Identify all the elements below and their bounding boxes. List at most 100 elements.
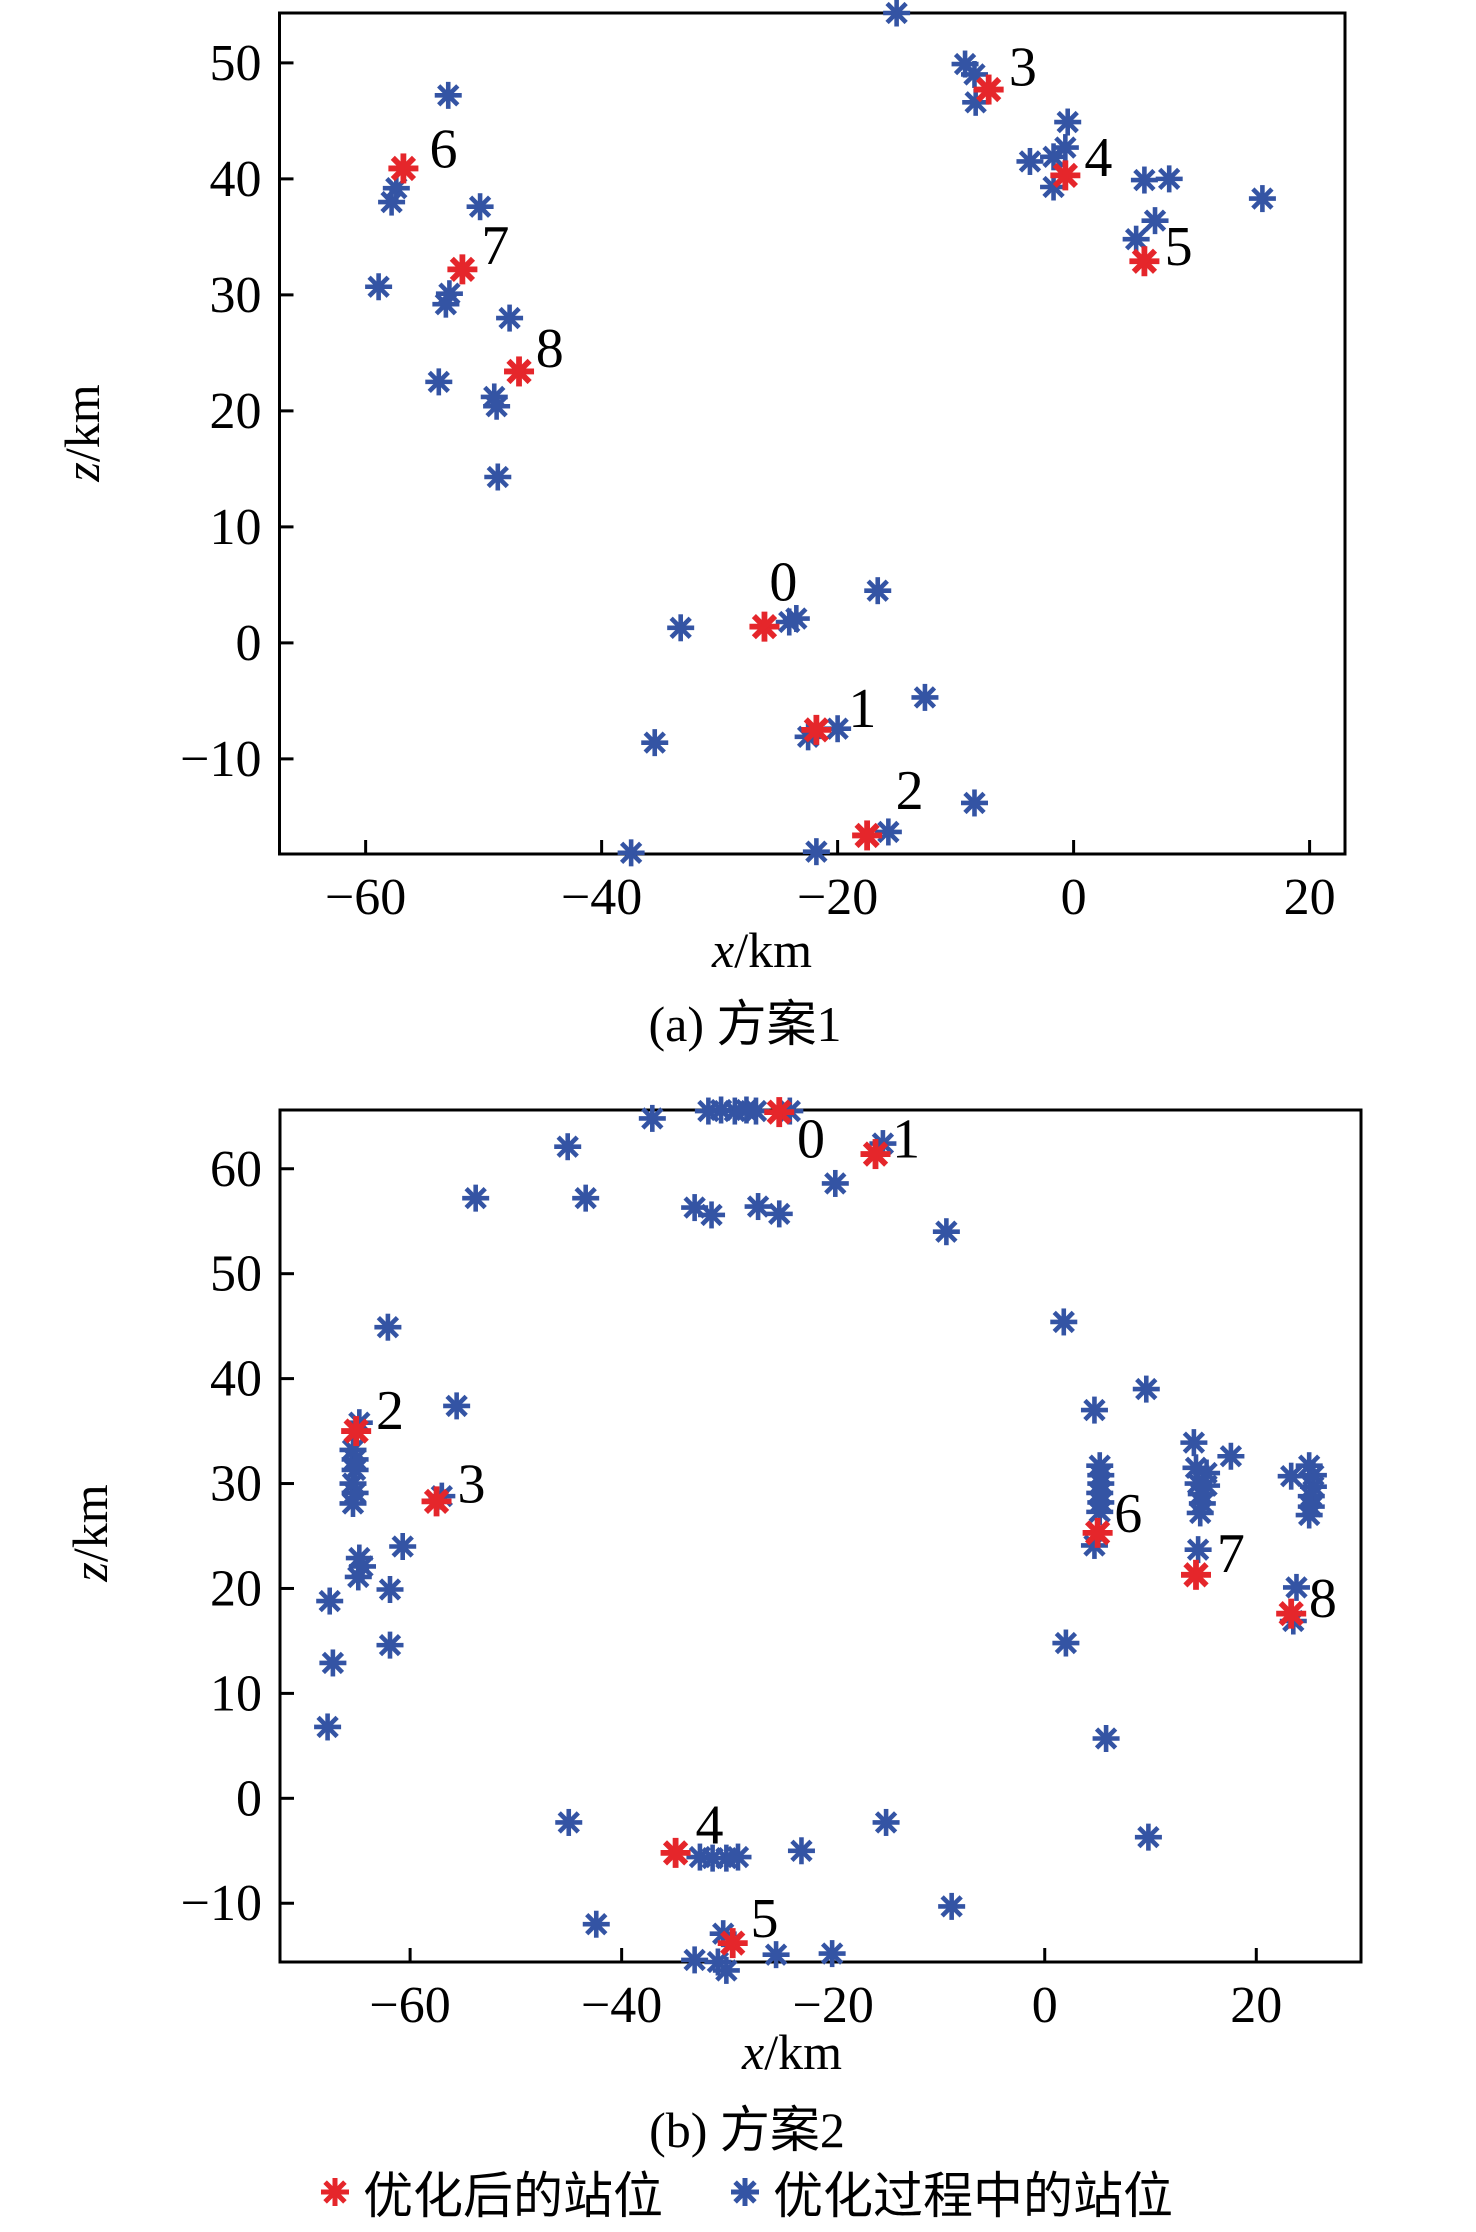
red-asterisk-icon <box>321 2178 349 2206</box>
candidate-station-marker <box>1186 1499 1214 1527</box>
x-axis-label-a: x/km <box>712 921 812 979</box>
y-axis-unit: /km <box>54 384 110 463</box>
plot-border <box>278 1108 1363 1964</box>
station-number-label: 6 <box>1114 1483 1142 1545</box>
station-number-label: 0 <box>797 1108 825 1170</box>
y-tick-label: 50 <box>210 35 262 92</box>
y-tick-label: 40 <box>210 151 262 208</box>
station-number-label: 6 <box>430 119 458 181</box>
candidate-station-marker <box>1134 1823 1162 1851</box>
candidate-station-marker <box>344 1563 372 1591</box>
legend-item-optimized: 优化后的站位 <box>317 2156 663 2228</box>
candidate-station-marker <box>802 838 830 866</box>
station-number-label: 2 <box>896 760 924 822</box>
y-tick-label: 30 <box>210 267 262 324</box>
candidate-station-marker <box>314 1713 342 1741</box>
optimized-station-marker <box>1050 160 1081 191</box>
candidate-station-marker <box>496 304 524 332</box>
y-axis-unit: /km <box>62 1484 118 1563</box>
candidate-station-marker <box>960 789 988 817</box>
legend-label-optimized: 优化后的站位 <box>363 2168 663 2224</box>
y-tick-label: 50 <box>210 1246 262 1303</box>
y-axis-label-b: z/km <box>61 1484 119 1581</box>
candidate-station-marker <box>572 1184 600 1212</box>
candidate-station-marker <box>555 1808 583 1836</box>
candidate-station-marker <box>911 683 939 711</box>
y-tick-label: −10 <box>180 731 261 788</box>
candidate-station-marker <box>432 290 460 318</box>
candidate-station-marker <box>698 1201 726 1229</box>
candidate-station-marker <box>787 1837 815 1865</box>
x-tick-label: −40 <box>561 869 642 926</box>
optimized-station-marker <box>1276 1598 1307 1629</box>
candidate-station-marker <box>319 1649 347 1677</box>
candidate-station-marker <box>374 1313 402 1341</box>
station-number-label: 7 <box>481 215 509 277</box>
candidate-station-marker <box>1092 1725 1120 1753</box>
candidate-station-marker <box>641 729 669 757</box>
candidate-station-marker <box>1122 225 1150 253</box>
x-tick-label: −20 <box>797 869 878 926</box>
legend-item-process: 优化过程中的站位 <box>727 2156 1173 2228</box>
candidate-station-marker <box>434 81 462 109</box>
candidate-station-marker <box>1248 185 1276 213</box>
optimized-station-marker <box>1082 1517 1113 1548</box>
x-axis-variable: x <box>712 922 735 978</box>
y-tick-label: 0 <box>236 615 262 672</box>
candidate-station-marker <box>1016 147 1044 175</box>
caption-b: (b) 方案2 <box>649 2102 845 2158</box>
candidate-station-marker <box>1054 108 1082 136</box>
candidate-station-marker <box>554 1133 582 1161</box>
candidate-station-marker <box>484 463 512 491</box>
candidate-station-marker <box>1050 1308 1078 1336</box>
x-tick-label: 20 <box>1284 869 1336 926</box>
candidate-station-marker <box>1282 1573 1310 1601</box>
optimized-station-marker <box>801 714 832 745</box>
candidate-station-marker <box>316 1587 344 1615</box>
optimized-station-marker <box>749 611 780 642</box>
candidate-station-marker <box>938 1892 966 1920</box>
optimized-station-marker <box>341 1416 372 1447</box>
legend-label-process: 优化过程中的站位 <box>773 2168 1173 2224</box>
optimized-station-marker <box>388 153 419 184</box>
caption-a: (a) 方案1 <box>648 996 842 1052</box>
candidate-station-marker <box>667 614 695 642</box>
optimized-station-marker <box>717 1928 748 1959</box>
y-tick-label: 10 <box>210 1665 262 1722</box>
candidate-station-marker <box>638 1104 666 1132</box>
y-tick-label: 60 <box>210 1141 262 1198</box>
x-tick-label: −60 <box>369 1977 450 2034</box>
y-axis-label-a: z/km <box>53 384 111 481</box>
candidate-station-marker <box>932 1218 960 1246</box>
candidate-station-marker <box>824 715 852 743</box>
legend: 优化后的站位 优化过程中的站位 <box>317 2156 1173 2228</box>
candidate-station-marker <box>376 1576 404 1604</box>
candidate-station-marker <box>1180 1429 1208 1457</box>
candidate-station-marker <box>378 188 406 216</box>
x-axis-variable: x <box>742 2024 765 2080</box>
candidate-station-marker <box>1184 1536 1212 1564</box>
candidate-station-marker <box>425 368 453 396</box>
candidate-station-marker <box>1295 1501 1323 1529</box>
panel-a-plot: −60 −40 −20 0 20 −10 0 10 20 30 40 50 0 12 345 678 <box>180 0 1347 926</box>
station-number-label: 1 <box>892 1108 920 1170</box>
x-tick-label: 0 <box>1061 869 1087 926</box>
candidate-station-marker <box>883 0 911 27</box>
y-tick-label: 10 <box>210 499 262 556</box>
y-tick-label: 30 <box>210 1456 262 1513</box>
candidate-station-marker <box>462 1184 490 1212</box>
x-tick-label: −40 <box>581 1977 662 2034</box>
station-number-label: 8 <box>1309 1568 1337 1630</box>
blue-asterisk-icon <box>731 2178 759 2206</box>
station-number-label: 5 <box>750 1888 778 1950</box>
y-axis-variable: z <box>62 1562 118 1582</box>
optimized-station-marker <box>447 254 478 285</box>
x-tick-label: 0 <box>1032 1977 1058 2034</box>
y-tick-label: −10 <box>181 1875 262 1932</box>
y-tick-label: 0 <box>236 1770 262 1827</box>
optimized-station-marker <box>660 1837 691 1868</box>
candidate-station-marker <box>1132 1375 1160 1403</box>
candidate-station-marker <box>443 1392 471 1420</box>
